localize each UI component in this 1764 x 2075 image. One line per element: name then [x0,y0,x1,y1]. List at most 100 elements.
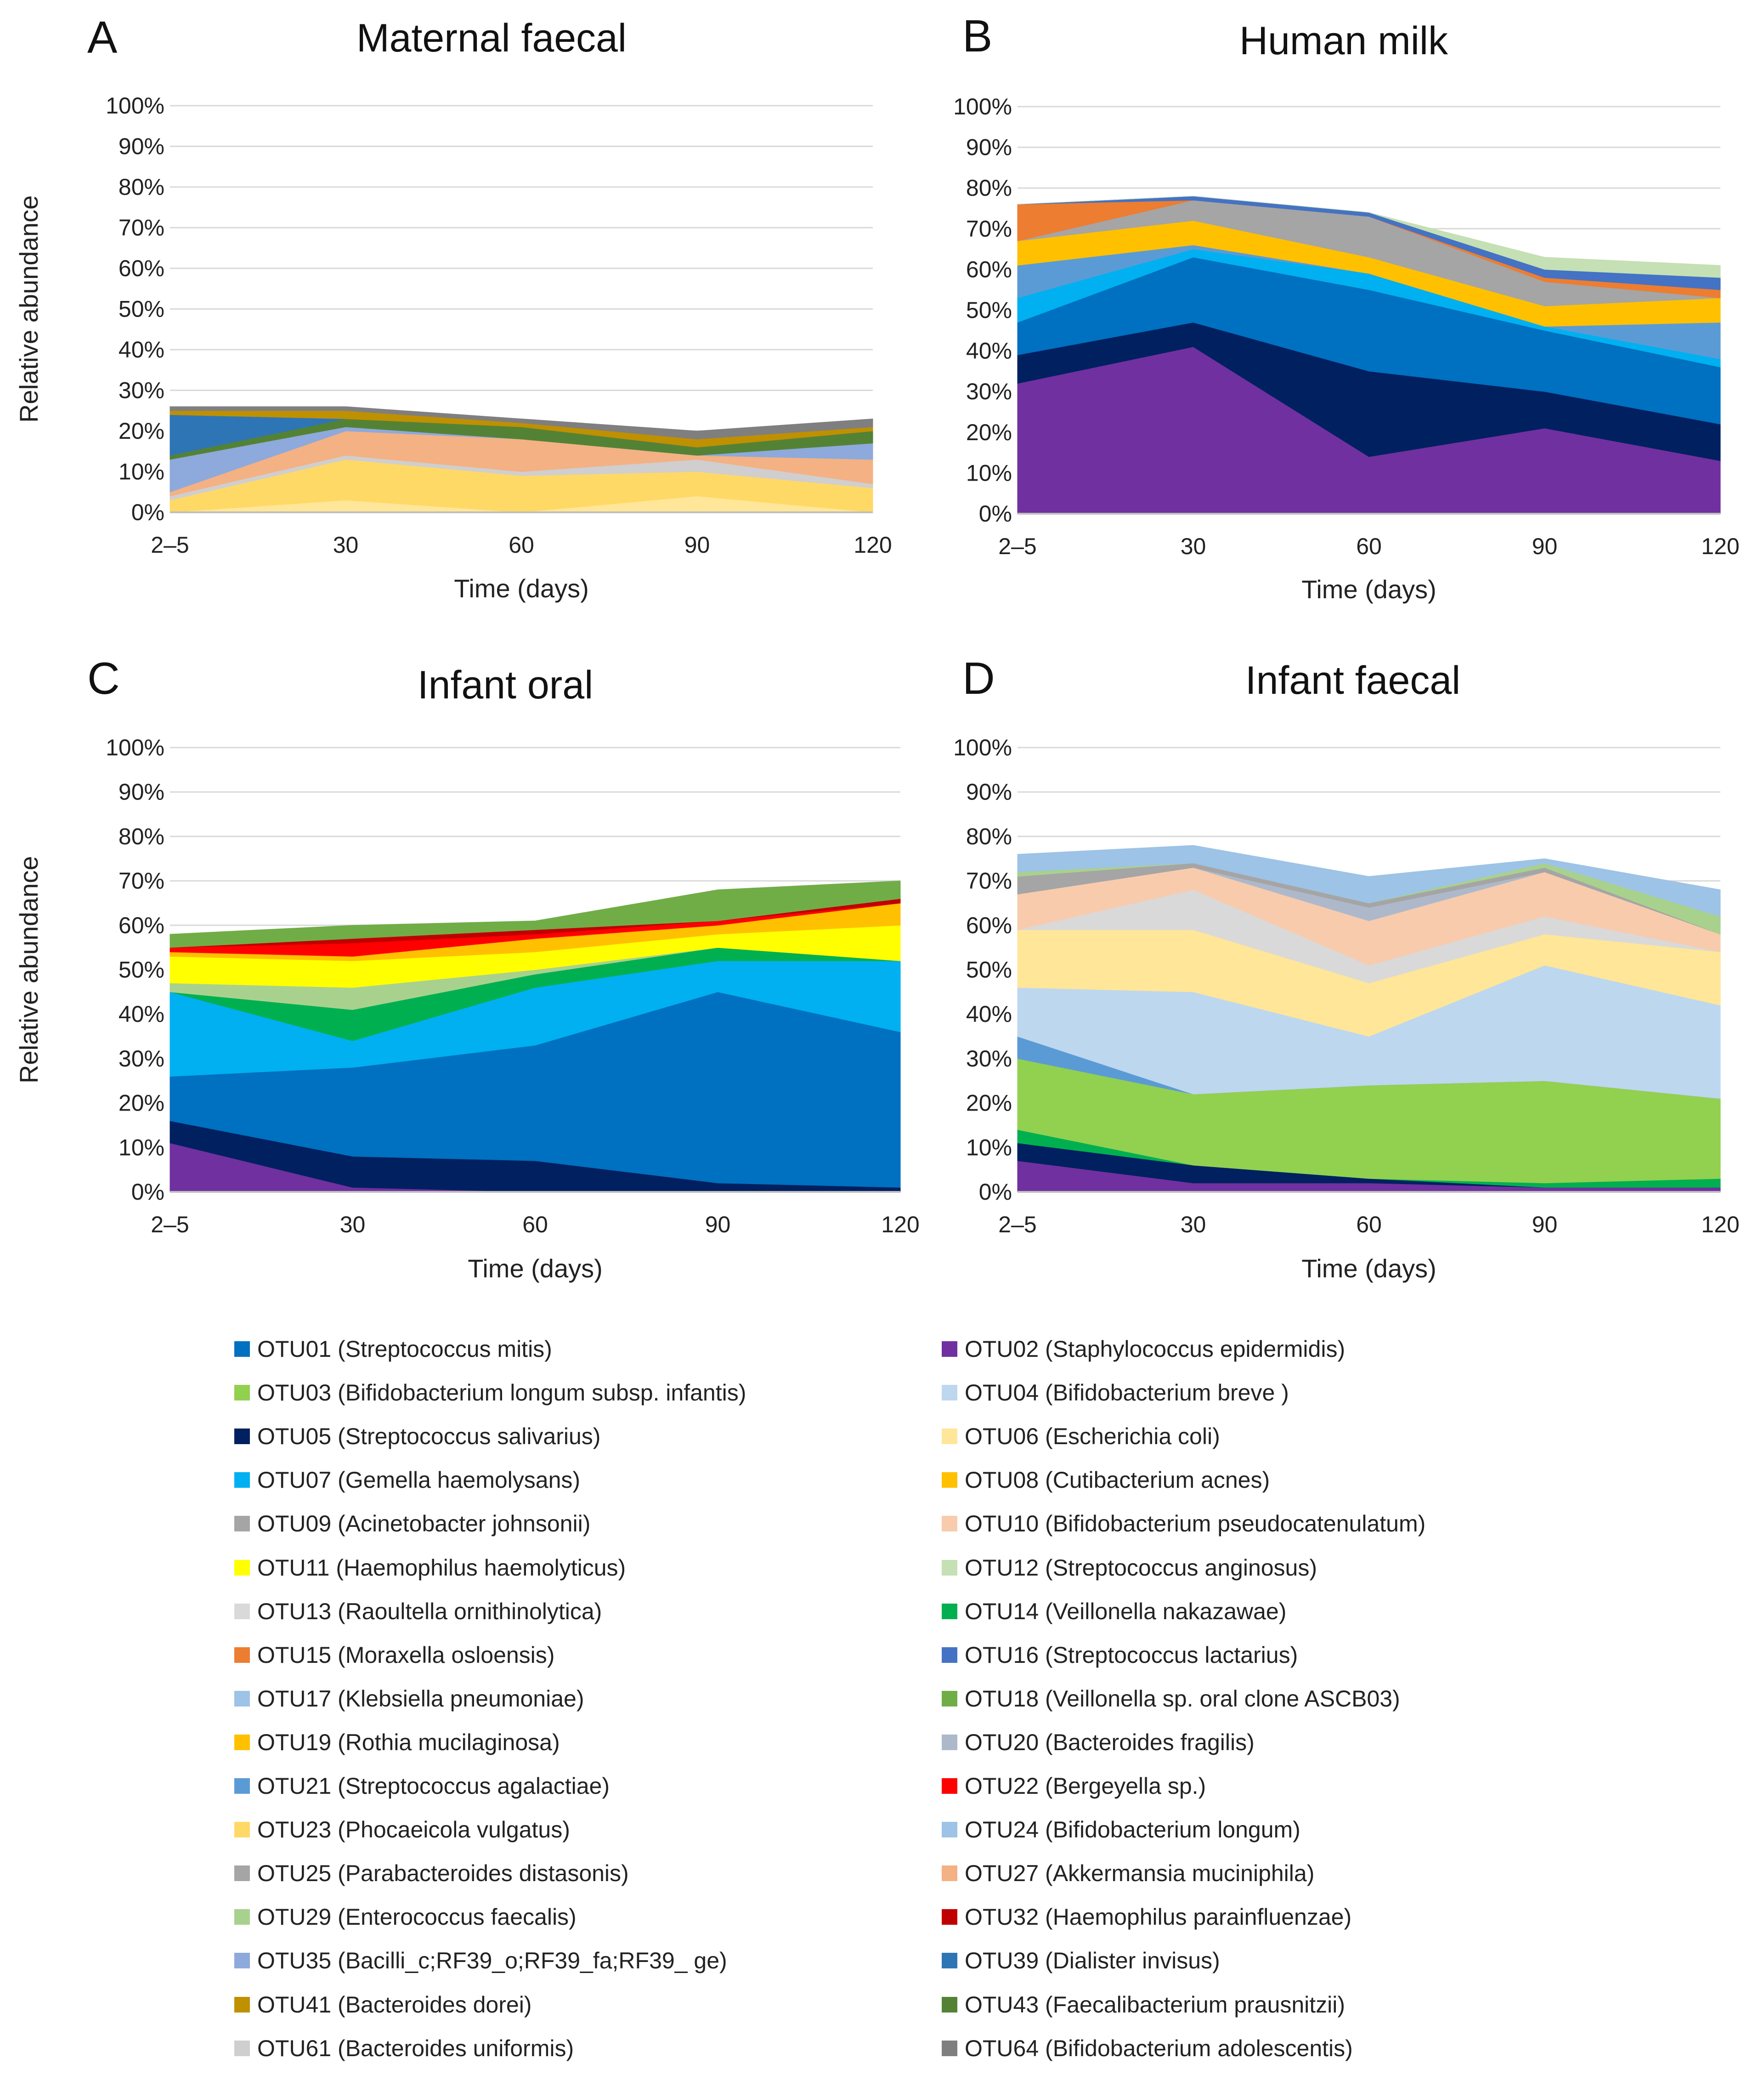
legend-swatch [942,1953,957,1969]
legend-swatch [942,1429,957,1445]
y-tick-label: 80% [119,174,164,200]
legend-item: OTU11 (Haemophilus haemolyticus) [234,1549,626,1586]
legend-item: OTU19 (Rothia mucilaginosa) [234,1724,560,1761]
x-tick-label: 60 [1356,1212,1382,1237]
x-tick-label: 120 [1701,533,1739,559]
legend-swatch [234,1778,250,1794]
legend-swatch [942,1909,957,1925]
x-tick-label: 120 [854,532,892,558]
legend-swatch [234,2040,250,2056]
y-tick-label: 30% [119,378,164,403]
x-tick-label: 120 [881,1212,919,1237]
legend-label: OTU41 (Bacteroides dorei) [257,1991,532,2018]
x-tick-label: 90 [705,1212,731,1237]
legend-swatch [942,1778,957,1794]
legend-label: OTU15 (Moraxella osloensis) [257,1642,555,1668]
legend-label: OTU17 (Klebsiella pneumoniae) [257,1685,584,1712]
legend-item: OTU08 (Cutibacterium acnes) [942,1462,1270,1498]
legend-item: OTU32 (Haemophilus parainfluenzae) [942,1899,1351,1935]
y-tick-label: 70% [119,215,164,241]
legend-swatch [942,1472,957,1488]
legend-item: OTU25 (Parabacteroides distasonis) [234,1855,629,1892]
y-tick-label: 40% [119,1001,164,1027]
y-tick-label: 100% [106,93,164,119]
x-tick-label: 2–5 [998,533,1036,559]
y-tick-label: 50% [966,957,1012,983]
y-tick-label: 90% [966,135,1012,160]
legend-swatch [234,1953,250,1969]
chart-panel-d: 0% 10% 20% 30% 40% 50% 60% 70% 80% 90% 100% 2–5 30 60… [953,653,1740,1283]
chart-panel-a: 0% 10% 20% 30% 40% 50% 60% 70% 80% 90% 100% 2–5 30 60… [14,12,892,603]
legend-label: OTU39 (Dialister invisus) [965,1948,1220,1974]
legend-swatch [942,1385,957,1401]
legend-swatch [234,1734,250,1750]
y-tick-label: 90% [966,779,1012,805]
y-tick-label: 30% [119,1046,164,1072]
x-axis-title: Time (days) [1301,1254,1436,1283]
x-axis-title: Time (days) [468,1254,603,1283]
y-tick-label: 70% [966,216,1012,242]
x-tick-label: 90 [1532,533,1558,559]
legend-label: OTU14 (Veillonella nakazawae) [965,1598,1287,1624]
legend-swatch [942,1996,957,2013]
legend-label: OTU08 (Cutibacterium acnes) [965,1467,1270,1493]
area-series [170,880,901,948]
area-series [170,406,873,440]
legend-swatch [942,1559,957,1576]
legend-label: OTU13 (Raoultella ornithinolytica) [257,1598,602,1624]
area-series [1017,845,1721,917]
legend-item: OTU09 (Acinetobacter johnsonii) [234,1505,590,1542]
legend-swatch [234,1559,250,1576]
chart-panel-c: 0% 10% 20% 30% 40% 50% 60% 70% 80% 90% 100% 2–5 30 60… [14,653,920,1283]
legend-label: OTU32 (Haemophilus parainfluenzae) [965,1904,1352,1930]
y-tick-label: 30% [966,1046,1012,1072]
y-tick-label: 20% [966,1090,1012,1116]
y-tick-label: 0% [131,499,164,525]
legend-item: OTU27 (Akkermansia muciniphila) [942,1855,1314,1892]
x-tick-label: 90 [1532,1212,1558,1237]
legend-label: OTU64 (Bifidobacterium adolescentis) [965,2035,1353,2061]
chart-title: Infant oral [418,663,593,707]
chart-title: Infant faecal [1245,658,1461,703]
legend-item: OTU06 (Escherichia coli) [942,1418,1220,1455]
legend-label: OTU61 (Bacteroides uniformis) [257,2035,574,2061]
legend-swatch [942,1516,957,1532]
y-tick-label: 100% [953,94,1012,119]
legend-item: OTU39 (Dialister invisus) [942,1942,1220,1979]
x-tick-label: 60 [522,1212,548,1237]
legend-label: OTU25 (Parabacteroides distasonis) [257,1860,629,1887]
legend-swatch [942,1734,957,1750]
legend-swatch [234,1865,250,1882]
legend-item: OTU16 (Streptococcus lactarius) [942,1637,1298,1673]
legend-item: OTU07 (Gemella haemolysans) [234,1462,580,1498]
y-tick-label: 10% [966,1134,1012,1160]
legend-swatch [942,1822,957,1838]
y-tick-label: 10% [119,459,164,485]
x-axis-title: Time (days) [1301,575,1436,604]
x-axis-title: Time (days) [454,574,589,603]
chart-title: Maternal faecal [356,16,627,60]
y-tick-label: 0% [979,1179,1012,1205]
legend-item: OTU12 (Streptococcus anginosus) [942,1549,1317,1586]
legend-item: OTU18 (Veillonella sp. oral clone ASCB03… [942,1680,1400,1717]
legend-label: OTU07 (Gemella haemolysans) [257,1467,581,1493]
legend-item: OTU17 (Klebsiella pneumoniae) [234,1680,584,1717]
legend-item: OTU22 (Bergeyella sp.) [942,1768,1206,1804]
x-tick-label: 30 [340,1212,366,1237]
y-tick-label: 20% [966,420,1012,445]
y-tick-label: 90% [119,134,164,159]
x-tick-label: 2–5 [998,1212,1036,1237]
legend-swatch [234,1690,250,1706]
legend-item: OTU21 (Streptococcus agalactiae) [234,1768,610,1804]
legend-label: OTU19 (Rothia mucilaginosa) [257,1729,560,1755]
y-tick-label: 0% [131,1179,164,1205]
legend-item: OTU41 (Bacteroides dorei) [234,1986,531,2023]
y-tick-label: 20% [119,418,164,444]
legend-item: OTU02 (Staphylococcus epidermidis) [942,1331,1345,1367]
legend-label: OTU35 (Bacilli_c;RF39_o;RF39_fa;RF39_ ge… [257,1948,727,1974]
x-tick-label: 30 [1181,1212,1206,1237]
area-series [1017,196,1721,278]
y-tick-label: 50% [119,296,164,322]
legend-label: OTU18 (Veillonella sp. oral clone ASCB03… [965,1685,1400,1712]
legend-swatch [234,1909,250,1925]
